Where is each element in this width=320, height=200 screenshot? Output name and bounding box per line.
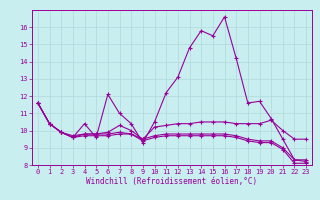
X-axis label: Windchill (Refroidissement éolien,°C): Windchill (Refroidissement éolien,°C) (86, 177, 258, 186)
